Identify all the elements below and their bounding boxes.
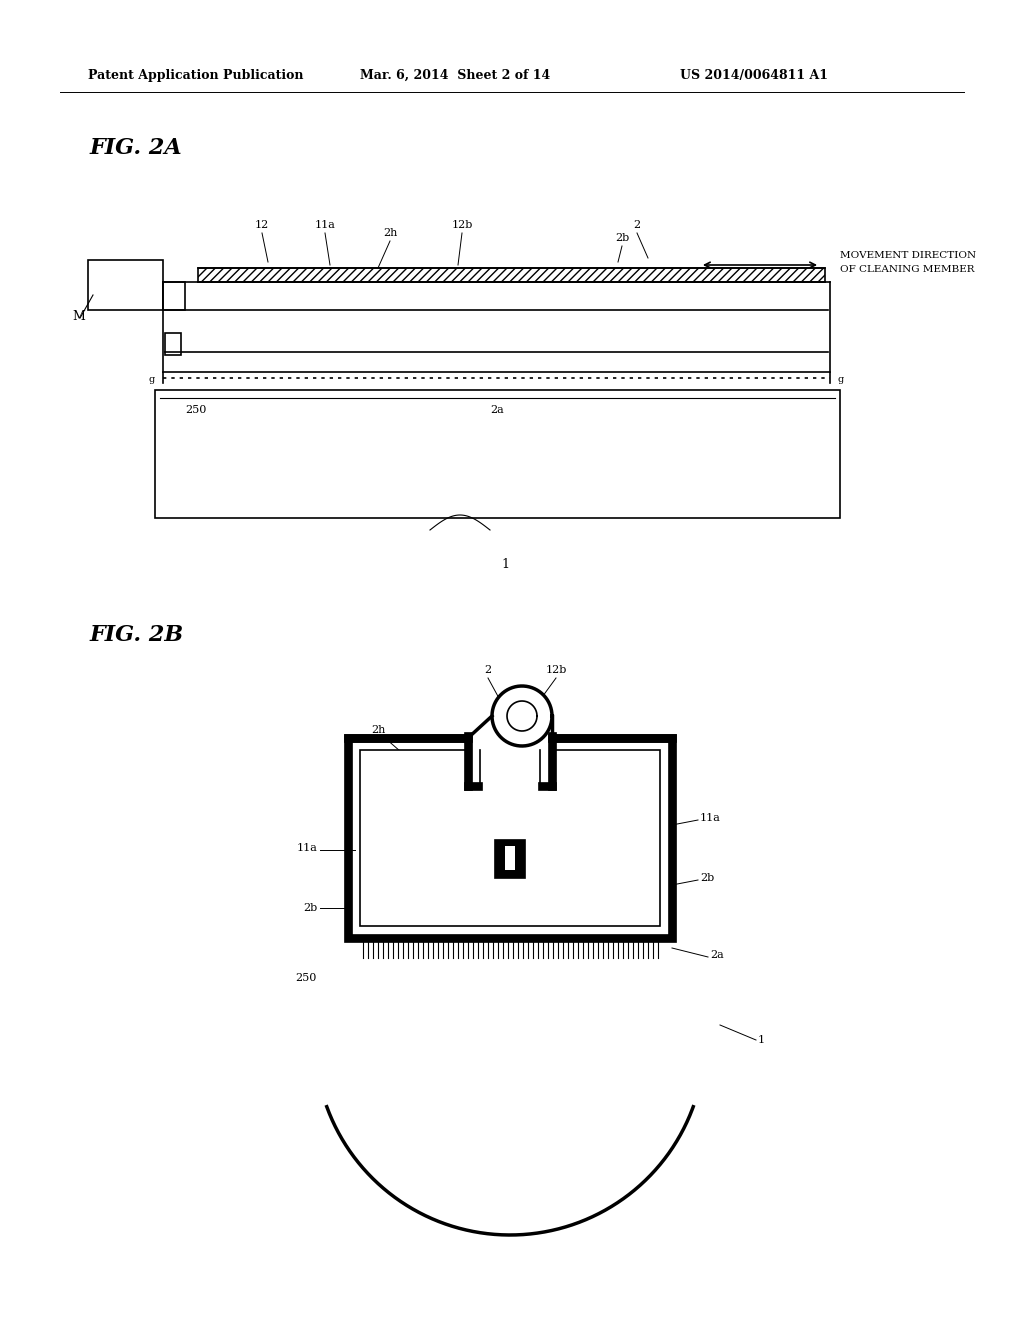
Text: 11a: 11a <box>297 843 318 853</box>
Text: 1: 1 <box>501 558 509 572</box>
Bar <box>468 729 553 785</box>
Bar <box>505 846 515 870</box>
Bar <box>155 389 840 517</box>
Text: US 2014/0064811 A1: US 2014/0064811 A1 <box>680 69 828 82</box>
Text: g: g <box>148 375 155 384</box>
Bar <box>88 260 163 310</box>
Bar <box>165 333 181 355</box>
Text: 2a: 2a <box>710 950 724 960</box>
Text: 2: 2 <box>634 220 641 230</box>
Text: 12: 12 <box>255 220 269 230</box>
Text: OF CLEANING MEMBER: OF CLEANING MEMBER <box>840 265 975 275</box>
Bar <box>348 738 672 939</box>
Text: 11a: 11a <box>314 220 336 230</box>
Text: 250: 250 <box>295 973 316 983</box>
Text: 2b: 2b <box>700 873 715 883</box>
Text: 2h: 2h <box>383 228 397 238</box>
Text: FIG. 2B: FIG. 2B <box>90 624 184 645</box>
Bar <box>198 268 825 282</box>
Text: 2h: 2h <box>371 725 385 735</box>
Text: 12b: 12b <box>546 665 566 675</box>
Text: 12b: 12b <box>452 220 473 230</box>
Text: MOVEMENT DIRECTION: MOVEMENT DIRECTION <box>840 252 976 260</box>
Text: Patent Application Publication: Patent Application Publication <box>88 69 303 82</box>
Text: 1: 1 <box>758 1035 765 1045</box>
Text: 2b: 2b <box>304 903 318 913</box>
Text: M: M <box>72 310 85 323</box>
Text: 2: 2 <box>484 665 492 675</box>
Text: 2b: 2b <box>614 234 629 243</box>
Text: FIG. 2A: FIG. 2A <box>90 137 182 158</box>
Text: 250: 250 <box>185 405 207 414</box>
Text: 11a: 11a <box>700 813 721 822</box>
Text: Mar. 6, 2014  Sheet 2 of 14: Mar. 6, 2014 Sheet 2 of 14 <box>360 69 550 82</box>
Polygon shape <box>492 686 552 746</box>
Bar <box>163 282 185 310</box>
Bar <box>360 750 660 927</box>
Text: g: g <box>838 375 844 384</box>
Bar <box>495 840 525 878</box>
Text: 2a: 2a <box>490 405 504 414</box>
